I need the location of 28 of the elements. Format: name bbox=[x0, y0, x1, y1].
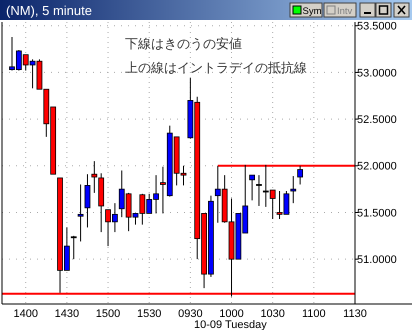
candlestick bbox=[249, 174, 255, 201]
x-tick-label: 1500 bbox=[96, 308, 120, 320]
candlestick bbox=[78, 184, 84, 242]
candlestick bbox=[290, 176, 296, 204]
candlestick bbox=[256, 174, 262, 206]
annotation: 上の線はイントラデイの抵抗線 bbox=[125, 61, 307, 76]
x-tick-label: 1030 bbox=[260, 308, 285, 320]
y-tick-label: 52.0000 bbox=[357, 160, 397, 173]
y-tick-label: 53.0000 bbox=[357, 67, 397, 80]
y-tick-label: 51.0000 bbox=[357, 254, 397, 266]
interval-toggle-button: Intv bbox=[324, 2, 356, 18]
chart-title: (NM), 5 minute bbox=[6, 3, 92, 18]
x-tick-label: 1430 bbox=[54, 308, 80, 320]
x-tick-label: 1100 bbox=[302, 308, 326, 320]
x-tick-label: 1000 bbox=[219, 308, 244, 320]
y-tick-label: 53.5000 bbox=[357, 20, 397, 33]
x-tick-label: 1400 bbox=[13, 308, 38, 320]
candlestick bbox=[91, 160, 98, 194]
x-tick-label: 1130 bbox=[343, 308, 367, 320]
annotation: 下線はきのうの安値 bbox=[125, 36, 242, 52]
y-tick-label: 51.5000 bbox=[357, 207, 397, 220]
candlestick bbox=[297, 165, 304, 185]
symbol-toggle-button: Sym bbox=[290, 2, 322, 18]
candlestick bbox=[84, 174, 90, 228]
x-tick-label: 0930 bbox=[178, 308, 203, 320]
x-tick-label: 1530 bbox=[136, 308, 162, 320]
y-tick-label: 52.5000 bbox=[357, 114, 397, 126]
x-axis-title: 10-09 Tuesday bbox=[194, 319, 268, 330]
